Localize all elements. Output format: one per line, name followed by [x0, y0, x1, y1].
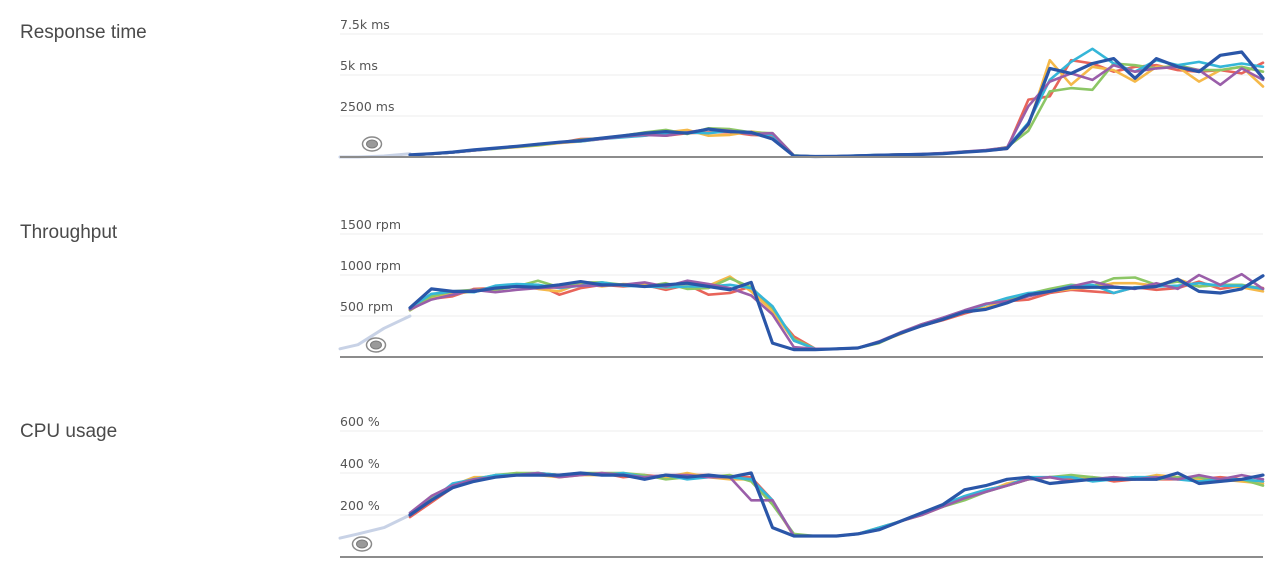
y-tick-label: 2500 ms	[340, 99, 394, 114]
response-time-panel: Response time 2500 ms 5k ms 7.5k ms	[0, 0, 1280, 190]
y-tick-label: 1500 rpm	[340, 217, 401, 232]
cpu-usage-chart: 200 % 400 % 600 %	[338, 414, 1265, 558]
lead-in-line	[338, 513, 412, 540]
series-line-4	[408, 471, 1265, 538]
series-line-5	[408, 471, 1265, 538]
series-line-2	[408, 471, 1265, 538]
y-tick-label: 400 %	[340, 456, 380, 471]
chart-title: Throughput	[20, 222, 118, 243]
y-tick-label: 500 rpm	[340, 299, 393, 314]
series-line-1	[408, 280, 1265, 351]
y-tick-label: 1000 rpm	[340, 258, 401, 273]
series-line-3	[408, 471, 1265, 538]
y-tick-label: 5k ms	[340, 58, 378, 73]
throughput-panel: Throughput 500 rpm 1000 rpm 1500 rpm	[0, 200, 1280, 390]
cpu-usage-panel: CPU usage 200 % 400 % 600 %	[0, 400, 1280, 570]
throughput-chart: 500 rpm 1000 rpm 1500 rpm	[338, 217, 1265, 358]
response-time-chart: 2500 ms 5k ms 7.5k ms	[338, 17, 1265, 159]
chart-title: Response time	[20, 22, 147, 43]
y-tick-label: 200 %	[340, 498, 380, 513]
series-line-6	[408, 274, 1265, 352]
series-line-1	[408, 471, 1265, 538]
series-line-6	[408, 471, 1265, 538]
range-handle[interactable]	[365, 337, 387, 353]
range-handle[interactable]	[361, 136, 383, 152]
chart-title: CPU usage	[20, 421, 118, 442]
y-tick-label: 600 %	[340, 414, 380, 429]
range-handle[interactable]	[351, 536, 373, 552]
lead-in-line	[338, 314, 412, 351]
y-tick-label: 7.5k ms	[340, 17, 390, 32]
